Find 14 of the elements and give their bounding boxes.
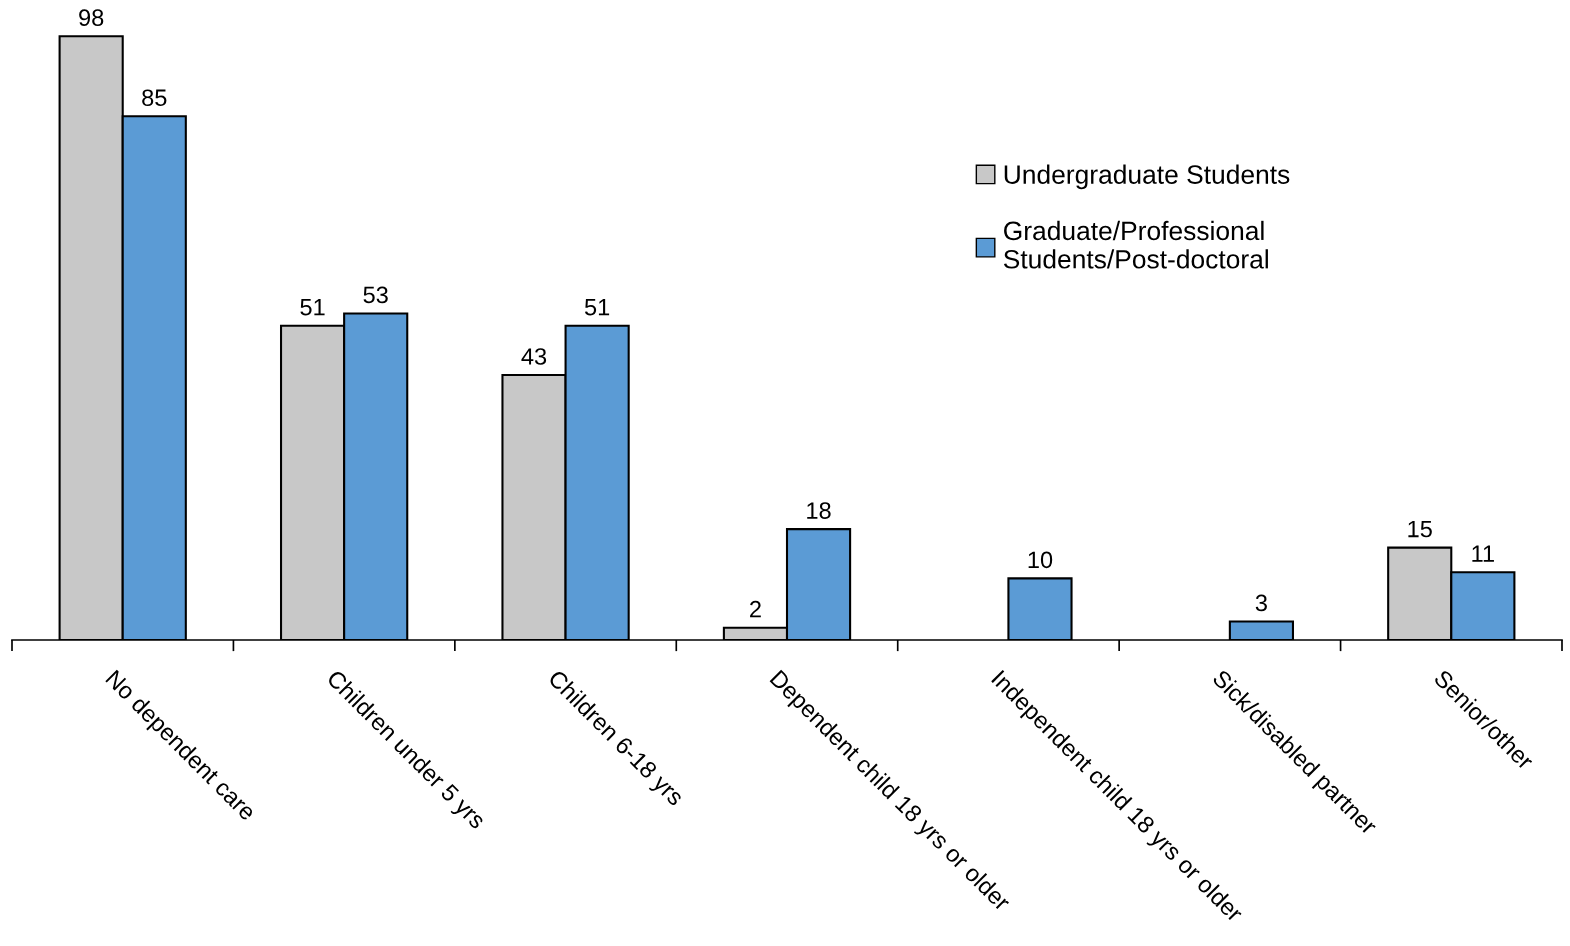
data-label: 11 [1472, 545, 1494, 562]
data-label: 10 [1028, 551, 1053, 569]
data-label: 85 [142, 89, 167, 107]
data-label: 98 [79, 9, 104, 26]
data-label: 2 [750, 600, 761, 618]
legend-label: Undergraduate Students [1004, 164, 1290, 190]
data-label: 15 [1408, 520, 1432, 538]
data-label: 3 [1255, 594, 1267, 612]
data-label: 53 [363, 286, 388, 304]
legend-label: Graduate/Professional Students/Post-doctoral [1003, 220, 1268, 269]
data-label: 18 [807, 502, 831, 519]
data-label: 51 [300, 299, 325, 316]
data-label: 43 [521, 348, 547, 365]
data-label: 51 [584, 299, 610, 316]
